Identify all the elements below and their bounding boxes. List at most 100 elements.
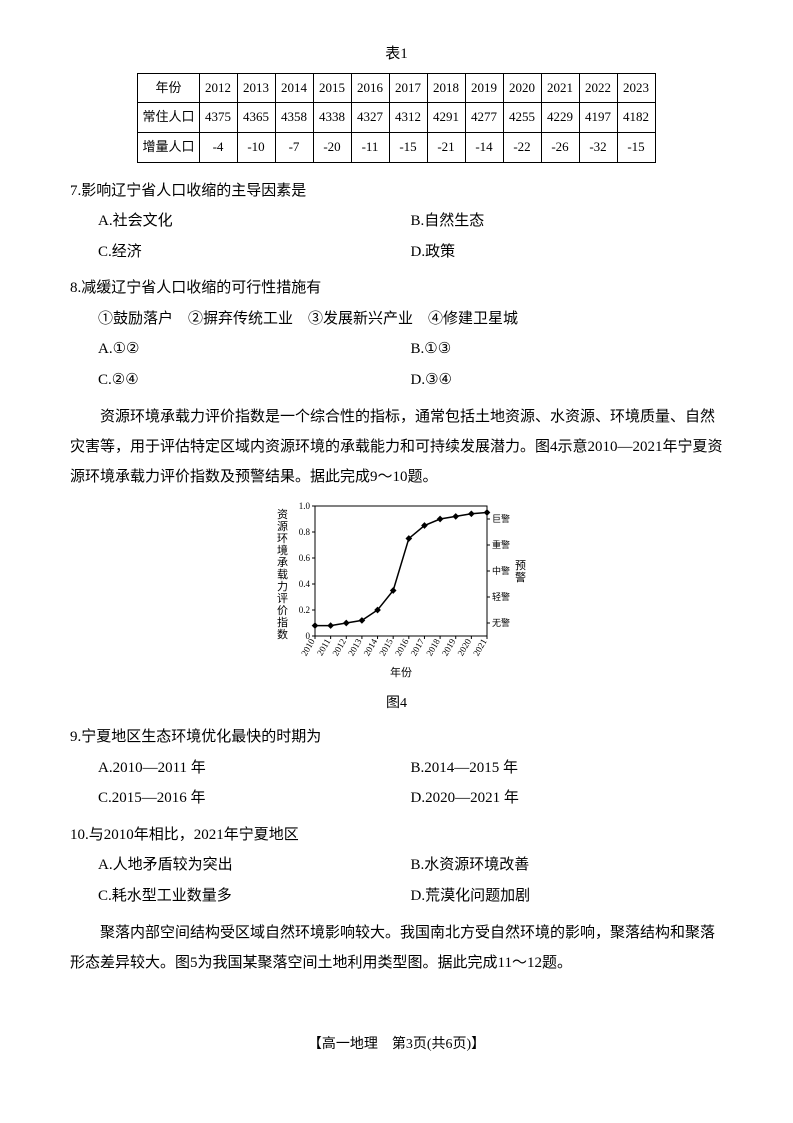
cell: -14 [465,132,503,162]
q8-opt-a[interactable]: A.①② [98,335,411,364]
cell: -15 [617,132,655,162]
cell: 2018 [427,73,465,103]
q8-stem: 8.减缓辽宁省人口收缩的可行性措施有 [70,274,723,303]
cell: -32 [579,132,617,162]
cell: 4277 [465,103,503,133]
page-footer: 【高一地理 第3页(共6页)】 [70,1032,723,1059]
svg-text:年份: 年份 [390,665,412,678]
svg-text:2013: 2013 [345,637,363,658]
q8-opt-c[interactable]: C.②④ [98,366,411,395]
q7-opt-a[interactable]: A.社会文化 [98,207,411,236]
q9-stem: 9.宁夏地区生态环境优化最快的时期为 [70,723,723,752]
svg-text:0.6: 0.6 [298,553,310,563]
q9-opt-b[interactable]: B.2014—2015 年 [411,754,724,783]
cell: -11 [351,132,389,162]
q7-opt-b[interactable]: B.自然生态 [411,207,724,236]
cell: -10 [237,132,275,162]
svg-text:预: 预 [515,559,526,572]
cell: 2013 [237,73,275,103]
cell: 2014 [275,73,313,103]
cell: -21 [427,132,465,162]
svg-text:中警: 中警 [492,565,510,576]
cell: 2020 [503,73,541,103]
cell: -4 [199,132,237,162]
svg-text:重警: 重警 [492,539,510,550]
table1-title: 表1 [70,40,723,69]
cell: 2023 [617,73,655,103]
cell: 4197 [579,103,617,133]
question-8: 8.减缓辽宁省人口收缩的可行性措施有 ①鼓励落户 ②摒弃传统工业 ③发展新兴产业… [70,274,723,396]
svg-text:载: 载 [277,568,288,581]
table-row: 常住人口 4375 4365 4358 4338 4327 4312 4291 … [138,103,655,133]
q8-opt-d[interactable]: D.③④ [411,366,724,395]
row-label: 常住人口 [138,103,199,133]
line-chart-svg: 00.20.40.60.81.0巨警重警中警轻警无警20102011201220… [267,498,527,678]
cell: -26 [541,132,579,162]
table-row: 年份 2012 2013 2014 2015 2016 2017 2018 20… [138,73,655,103]
svg-text:2020: 2020 [455,637,473,658]
cell: 2022 [579,73,617,103]
cell: 4182 [617,103,655,133]
svg-text:源: 源 [277,519,288,533]
svg-text:2017: 2017 [408,637,426,658]
passage-11-12: 聚落内部空间结构受区域自然环境影响较大。我国南北方受自然环境的影响，聚落结构和聚… [70,918,723,978]
q10-stem: 10.与2010年相比，2021年宁夏地区 [70,821,723,850]
svg-text:2019: 2019 [439,637,457,658]
q8-statements: ①鼓励落户 ②摒弃传统工业 ③发展新兴产业 ④修建卫星城 [70,305,723,334]
cell: 4255 [503,103,541,133]
cell: 4365 [237,103,275,133]
svg-text:2021: 2021 [471,637,489,658]
cell: -7 [275,132,313,162]
q7-opt-d[interactable]: D.政策 [411,238,724,267]
svg-text:环: 环 [277,533,288,545]
cell: 2016 [351,73,389,103]
svg-text:警: 警 [515,570,526,584]
q10-opt-d[interactable]: D.荒漠化问题加剧 [411,882,724,911]
cell: 4291 [427,103,465,133]
q10-opt-c[interactable]: C.耗水型工业数量多 [98,882,411,911]
cell: 4229 [541,103,579,133]
passage-9-10: 资源环境承载力评价指数是一个综合性的指标，通常包括土地资源、水资源、环境质量、自… [70,402,723,492]
svg-text:2016: 2016 [392,637,410,658]
q10-opt-a[interactable]: A.人地矛盾较为突出 [98,851,411,880]
svg-text:巨警: 巨警 [492,513,510,524]
q9-opt-d[interactable]: D.2020—2021 年 [411,784,724,813]
svg-text:价: 价 [277,604,288,617]
q9-opt-a[interactable]: A.2010—2011 年 [98,754,411,783]
cell: 4338 [313,103,351,133]
svg-text:2011: 2011 [314,637,331,657]
cell: 4312 [389,103,427,133]
chart-figure4: 00.20.40.60.81.0巨警重警中警轻警无警20102011201220… [267,498,527,689]
svg-text:2015: 2015 [377,637,395,658]
svg-text:数: 数 [277,628,288,641]
cell: 2021 [541,73,579,103]
svg-text:0.2: 0.2 [298,605,309,615]
svg-text:2014: 2014 [361,637,379,658]
svg-text:2018: 2018 [424,637,442,658]
svg-text:评: 评 [277,592,288,605]
cell: 4375 [199,103,237,133]
table-row: 增量人口 -4 -10 -7 -20 -11 -15 -21 -14 -22 -… [138,132,655,162]
cell: 4327 [351,103,389,133]
cell: 2017 [389,73,427,103]
cell: 2019 [465,73,503,103]
q9-opt-c[interactable]: C.2015—2016 年 [98,784,411,813]
question-10: 10.与2010年相比，2021年宁夏地区 A.人地矛盾较为突出 B.水资源环境… [70,821,723,913]
question-7: 7.影响辽宁省人口收缩的主导因素是 A.社会文化 B.自然生态 C.经济 D.政… [70,177,723,269]
svg-text:指: 指 [277,615,288,629]
svg-text:资: 资 [277,508,288,521]
cell: -15 [389,132,427,162]
svg-text:轻警: 轻警 [492,591,510,602]
svg-text:0.4: 0.4 [298,579,310,589]
q10-opt-b[interactable]: B.水资源环境改善 [411,851,724,880]
cell: -22 [503,132,541,162]
cell: 4358 [275,103,313,133]
question-9: 9.宁夏地区生态环境优化最快的时期为 A.2010—2011 年 B.2014—… [70,723,723,815]
cell: 2015 [313,73,351,103]
q8-opt-b[interactable]: B.①③ [411,335,724,364]
svg-text:承: 承 [277,556,288,569]
svg-text:0.8: 0.8 [298,527,310,537]
q7-opt-c[interactable]: C.经济 [98,238,411,267]
svg-text:无警: 无警 [492,617,510,628]
cell: 2012 [199,73,237,103]
